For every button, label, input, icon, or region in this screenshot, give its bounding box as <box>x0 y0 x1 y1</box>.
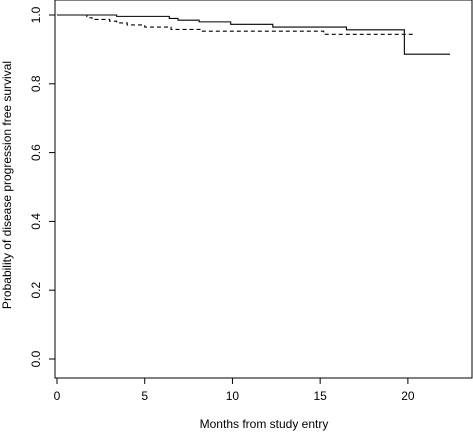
x-axis: 0 5 10 15 20 <box>54 378 415 403</box>
series-solid-line <box>57 14 450 55</box>
plot-frame <box>54 0 473 379</box>
x-axis-title: Months from study entry <box>200 417 329 431</box>
y-tick-label: 0.8 <box>29 75 43 92</box>
y-tick-label: 0.2 <box>29 282 43 299</box>
y-axis: 0.0 0.2 0.4 0.6 0.8 1.0 <box>29 6 55 367</box>
y-tick-label: 1.0 <box>29 6 43 23</box>
series-layer <box>57 14 450 55</box>
x-tick-label: 0 <box>54 389 61 403</box>
x-tick-label: 10 <box>226 389 240 403</box>
series-dashed-line <box>57 14 414 35</box>
y-tick-label: 0.6 <box>29 144 43 161</box>
x-tick-label: 15 <box>313 389 327 403</box>
y-axis-title: Probability of disease progression free … <box>0 61 14 309</box>
x-tick-label: 5 <box>141 389 148 403</box>
y-tick-label: 0.4 <box>29 213 43 230</box>
x-tick-label: 20 <box>401 389 415 403</box>
y-tick-label: 0.0 <box>29 350 43 367</box>
